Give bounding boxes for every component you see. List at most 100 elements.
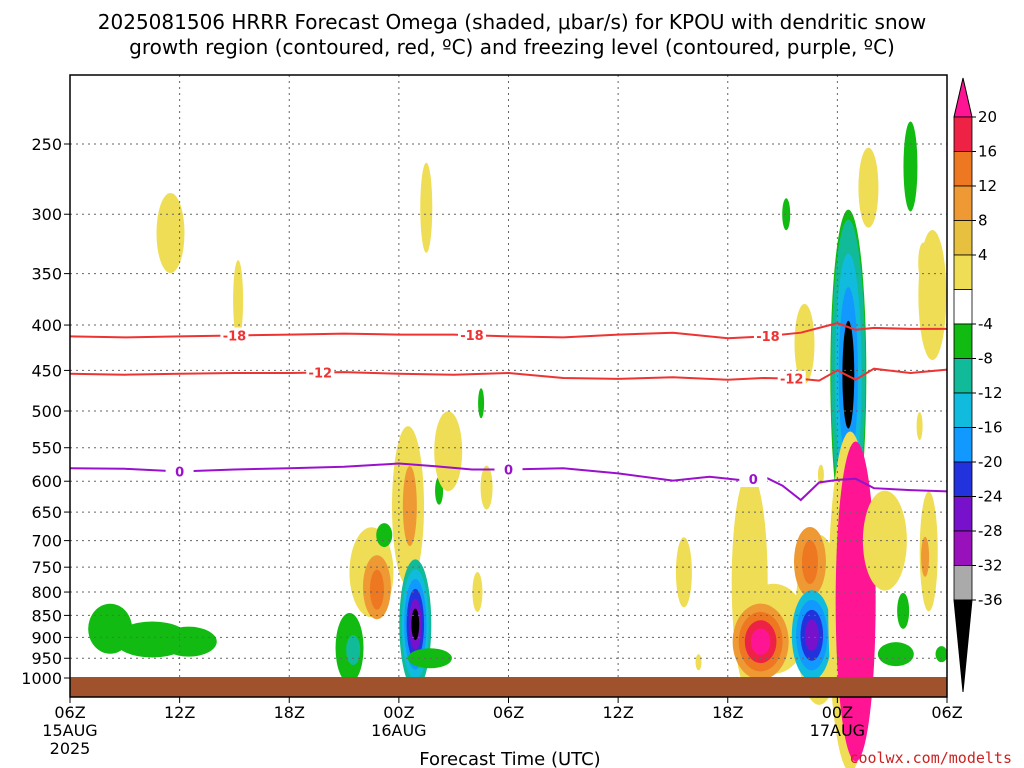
contour-line xyxy=(69,322,947,340)
omega-blob-core xyxy=(750,628,771,655)
omega-blob-core xyxy=(804,619,819,651)
omega-blob xyxy=(156,193,185,274)
colorbar-label: -28 xyxy=(978,522,1003,540)
colorbar-label: -24 xyxy=(978,488,1003,506)
contour-label-bg xyxy=(739,471,768,488)
omega-blob xyxy=(402,466,417,547)
colorbar-label: -36 xyxy=(978,591,1003,609)
colorbar-segment xyxy=(953,358,973,394)
omega-blob xyxy=(916,412,923,441)
omega-blob xyxy=(346,635,361,666)
contour-label-bg xyxy=(220,327,249,344)
colorbar-segment xyxy=(953,254,973,290)
omega-blob xyxy=(420,162,433,253)
contour-label: 0 xyxy=(504,463,513,478)
colorbar: 20 16 12 8 4 -4 -8 -12 -16 -20 -24 -28 -32 -36 xyxy=(953,77,1003,693)
plot-area: -18 -18 -18 -12 -12 0 0 0 xyxy=(69,74,948,768)
omega-blob xyxy=(858,147,879,228)
omega-blob xyxy=(921,536,930,577)
temperature-contours: -18 -18 -18 -12 -12 0 0 0 xyxy=(69,322,948,502)
x-tick-label: 00Z xyxy=(383,703,414,722)
omega-blob xyxy=(782,198,791,231)
x-tick-label: 12Z xyxy=(164,703,195,722)
omega-blob xyxy=(160,626,217,657)
omega-blob xyxy=(675,537,692,608)
colorbar-label: -20 xyxy=(978,453,1003,471)
colorbar-bottom-arrow xyxy=(953,599,973,693)
y-tick-label: 600 xyxy=(31,472,62,491)
y-tick-label: 250 xyxy=(31,135,62,154)
omega-blob xyxy=(817,464,824,485)
y-tick-label: 800 xyxy=(31,583,62,602)
omega-blob xyxy=(472,572,483,613)
omega-blob xyxy=(695,654,702,671)
y-tick-label: 650 xyxy=(31,503,62,522)
terrain-bar xyxy=(70,677,947,697)
y-tick-label: 500 xyxy=(31,402,62,421)
x-tick-label: 18Z xyxy=(274,703,305,722)
y-tick-label: 850 xyxy=(31,606,62,625)
omega-blob xyxy=(935,646,948,663)
y-tick-label: 550 xyxy=(31,439,62,458)
omega-blob-core xyxy=(842,320,855,429)
omega-blob xyxy=(376,523,393,548)
colorbar-label: 8 xyxy=(978,212,988,230)
contour-label: 0 xyxy=(175,465,184,480)
contour-label: 0 xyxy=(749,473,758,488)
colorbar-label: -32 xyxy=(978,557,1003,575)
x-tick-label: 06Z xyxy=(931,703,962,722)
x-tick-date: 16AUG xyxy=(371,721,426,740)
contour-label-bg xyxy=(753,328,782,345)
x-tick-date: 17AUG xyxy=(810,721,865,740)
contour-label-bg xyxy=(165,463,194,480)
y-tick-label: 900 xyxy=(31,628,62,647)
colorbar-segment xyxy=(953,565,973,601)
colorbar-segment xyxy=(953,461,973,497)
contour-line xyxy=(69,462,948,502)
contour-label-bg xyxy=(306,364,335,381)
omega-blob xyxy=(478,388,485,419)
colorbar-label: -8 xyxy=(978,350,993,368)
colorbar-segment xyxy=(953,427,973,463)
contour-line xyxy=(69,367,948,382)
y-tick-label: 750 xyxy=(31,558,62,577)
colorbar-label: 16 xyxy=(978,143,997,161)
omega-blob xyxy=(903,121,918,212)
y-tick-label: 400 xyxy=(31,316,62,335)
chart-title-line-1: 2025081506 HRRR Forecast Omega (shaded, … xyxy=(98,10,926,34)
x-tick-label: 06Z xyxy=(54,703,85,722)
x-tick-label: 18Z xyxy=(712,703,743,722)
y-axis-ticks: 250 300 350 400 450 500 550 600 650 700 750 800 850 9… xyxy=(21,135,70,688)
x-tick-year: 2025 xyxy=(50,739,91,758)
contour-label-bg xyxy=(457,327,486,344)
colorbar-segment xyxy=(953,289,973,325)
colorbar-label: -16 xyxy=(978,419,1003,437)
contour-label: -18 xyxy=(756,330,780,345)
omega-blob xyxy=(369,569,384,610)
colorbar-segment xyxy=(953,220,973,256)
colorbar-label: 20 xyxy=(978,108,997,126)
colorbar-label: -12 xyxy=(978,384,1003,402)
x-tick-label: 06Z xyxy=(493,703,524,722)
colorbar-segment xyxy=(953,116,973,152)
credit-text: coolwx.com/modelts xyxy=(849,749,1012,767)
y-tick-label: 450 xyxy=(31,361,62,380)
omega-blob xyxy=(434,411,463,492)
chart-title-line-2: growth region (contoured, red, ºC) and f… xyxy=(129,35,895,59)
colorbar-segment xyxy=(953,323,973,359)
colorbar-top-arrow xyxy=(953,77,973,118)
x-tick-label: 00Z xyxy=(822,703,853,722)
omega-blob-core xyxy=(411,608,420,641)
colorbar-segment xyxy=(953,151,973,187)
y-tick-label: 300 xyxy=(31,205,62,224)
y-tick-label: 1000 xyxy=(21,669,62,688)
y-tick-label: 950 xyxy=(31,649,62,668)
colorbar-label: 4 xyxy=(978,246,988,264)
omega-blob xyxy=(877,642,914,667)
colorbar-segment xyxy=(953,530,973,566)
grid-lines xyxy=(70,75,947,697)
colorbar-label: -4 xyxy=(978,315,993,333)
omega-blob xyxy=(794,303,815,384)
contour-label-bg xyxy=(777,370,806,387)
